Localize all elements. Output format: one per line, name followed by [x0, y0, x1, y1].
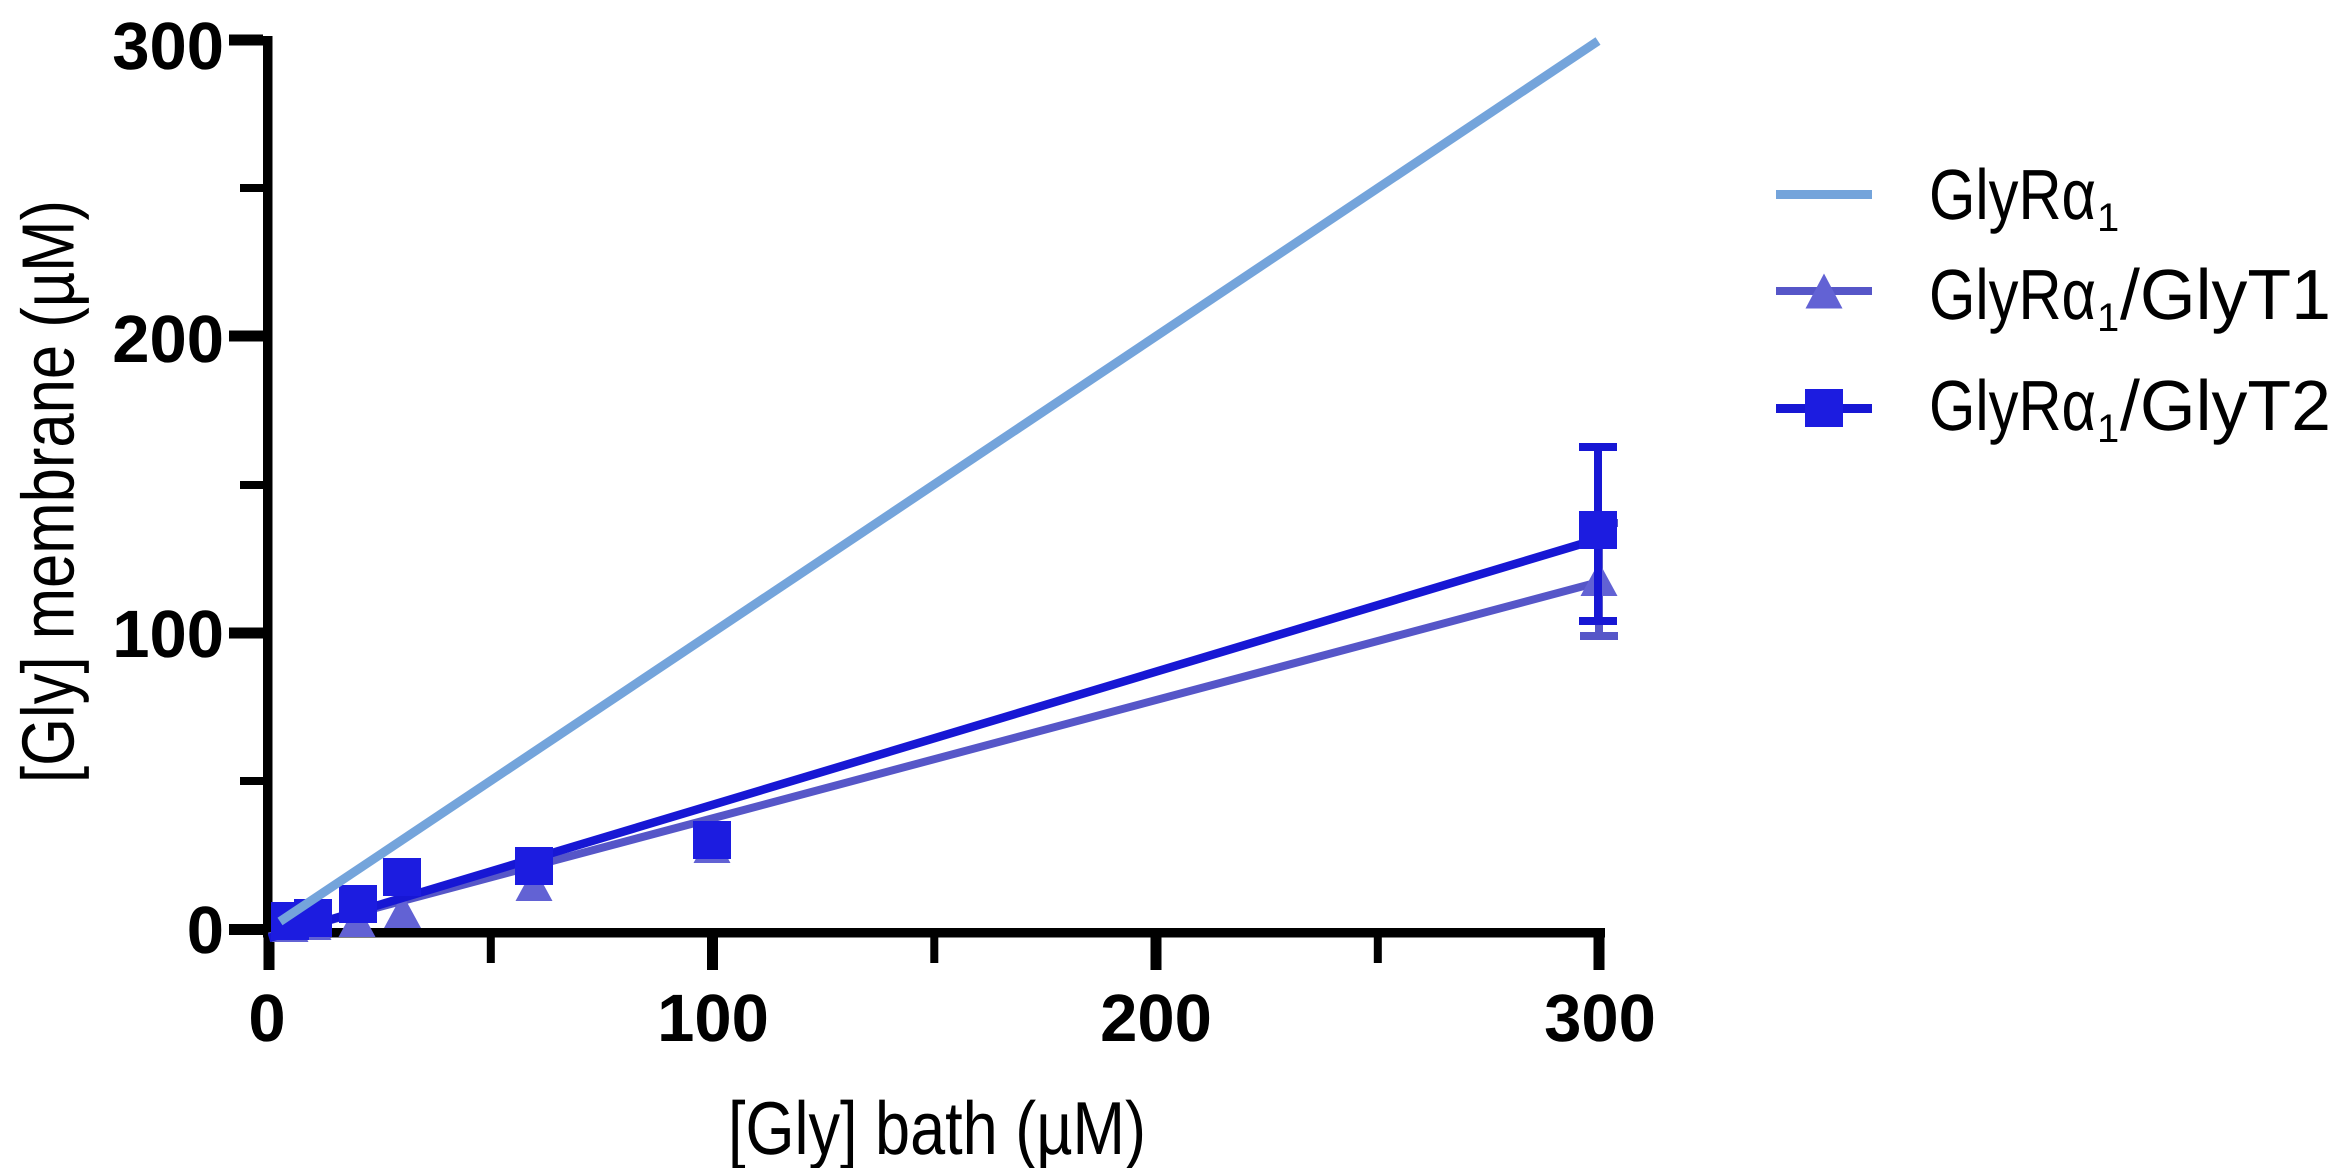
svg-text:0: 0 — [248, 981, 285, 1056]
svg-text:0: 0 — [187, 893, 224, 968]
svg-text:GlyRα: GlyRα — [1929, 367, 2096, 446]
svg-text:100: 100 — [112, 597, 224, 672]
svg-text:300: 300 — [1544, 981, 1656, 1056]
svg-text:1: 1 — [2097, 196, 2119, 240]
svg-text:GlyRα: GlyRα — [1929, 156, 2096, 235]
svg-text:[Gly] bath (µM): [Gly] bath (µM) — [728, 1086, 1146, 1168]
svg-text:1: 1 — [2097, 407, 2119, 451]
svg-text:GlyRα: GlyRα — [1929, 256, 2096, 335]
svg-text:[Gly] membrane (µM): [Gly] membrane (µM) — [7, 200, 90, 783]
svg-text:/GlyT2: /GlyT2 — [2120, 367, 2331, 446]
svg-text:100: 100 — [657, 981, 769, 1056]
svg-text:300: 300 — [112, 9, 224, 84]
svg-text:/GlyT1: /GlyT1 — [2120, 256, 2331, 335]
svg-text:1: 1 — [2097, 296, 2119, 340]
svg-text:200: 200 — [1100, 981, 1212, 1056]
svg-text:200: 200 — [112, 302, 224, 377]
